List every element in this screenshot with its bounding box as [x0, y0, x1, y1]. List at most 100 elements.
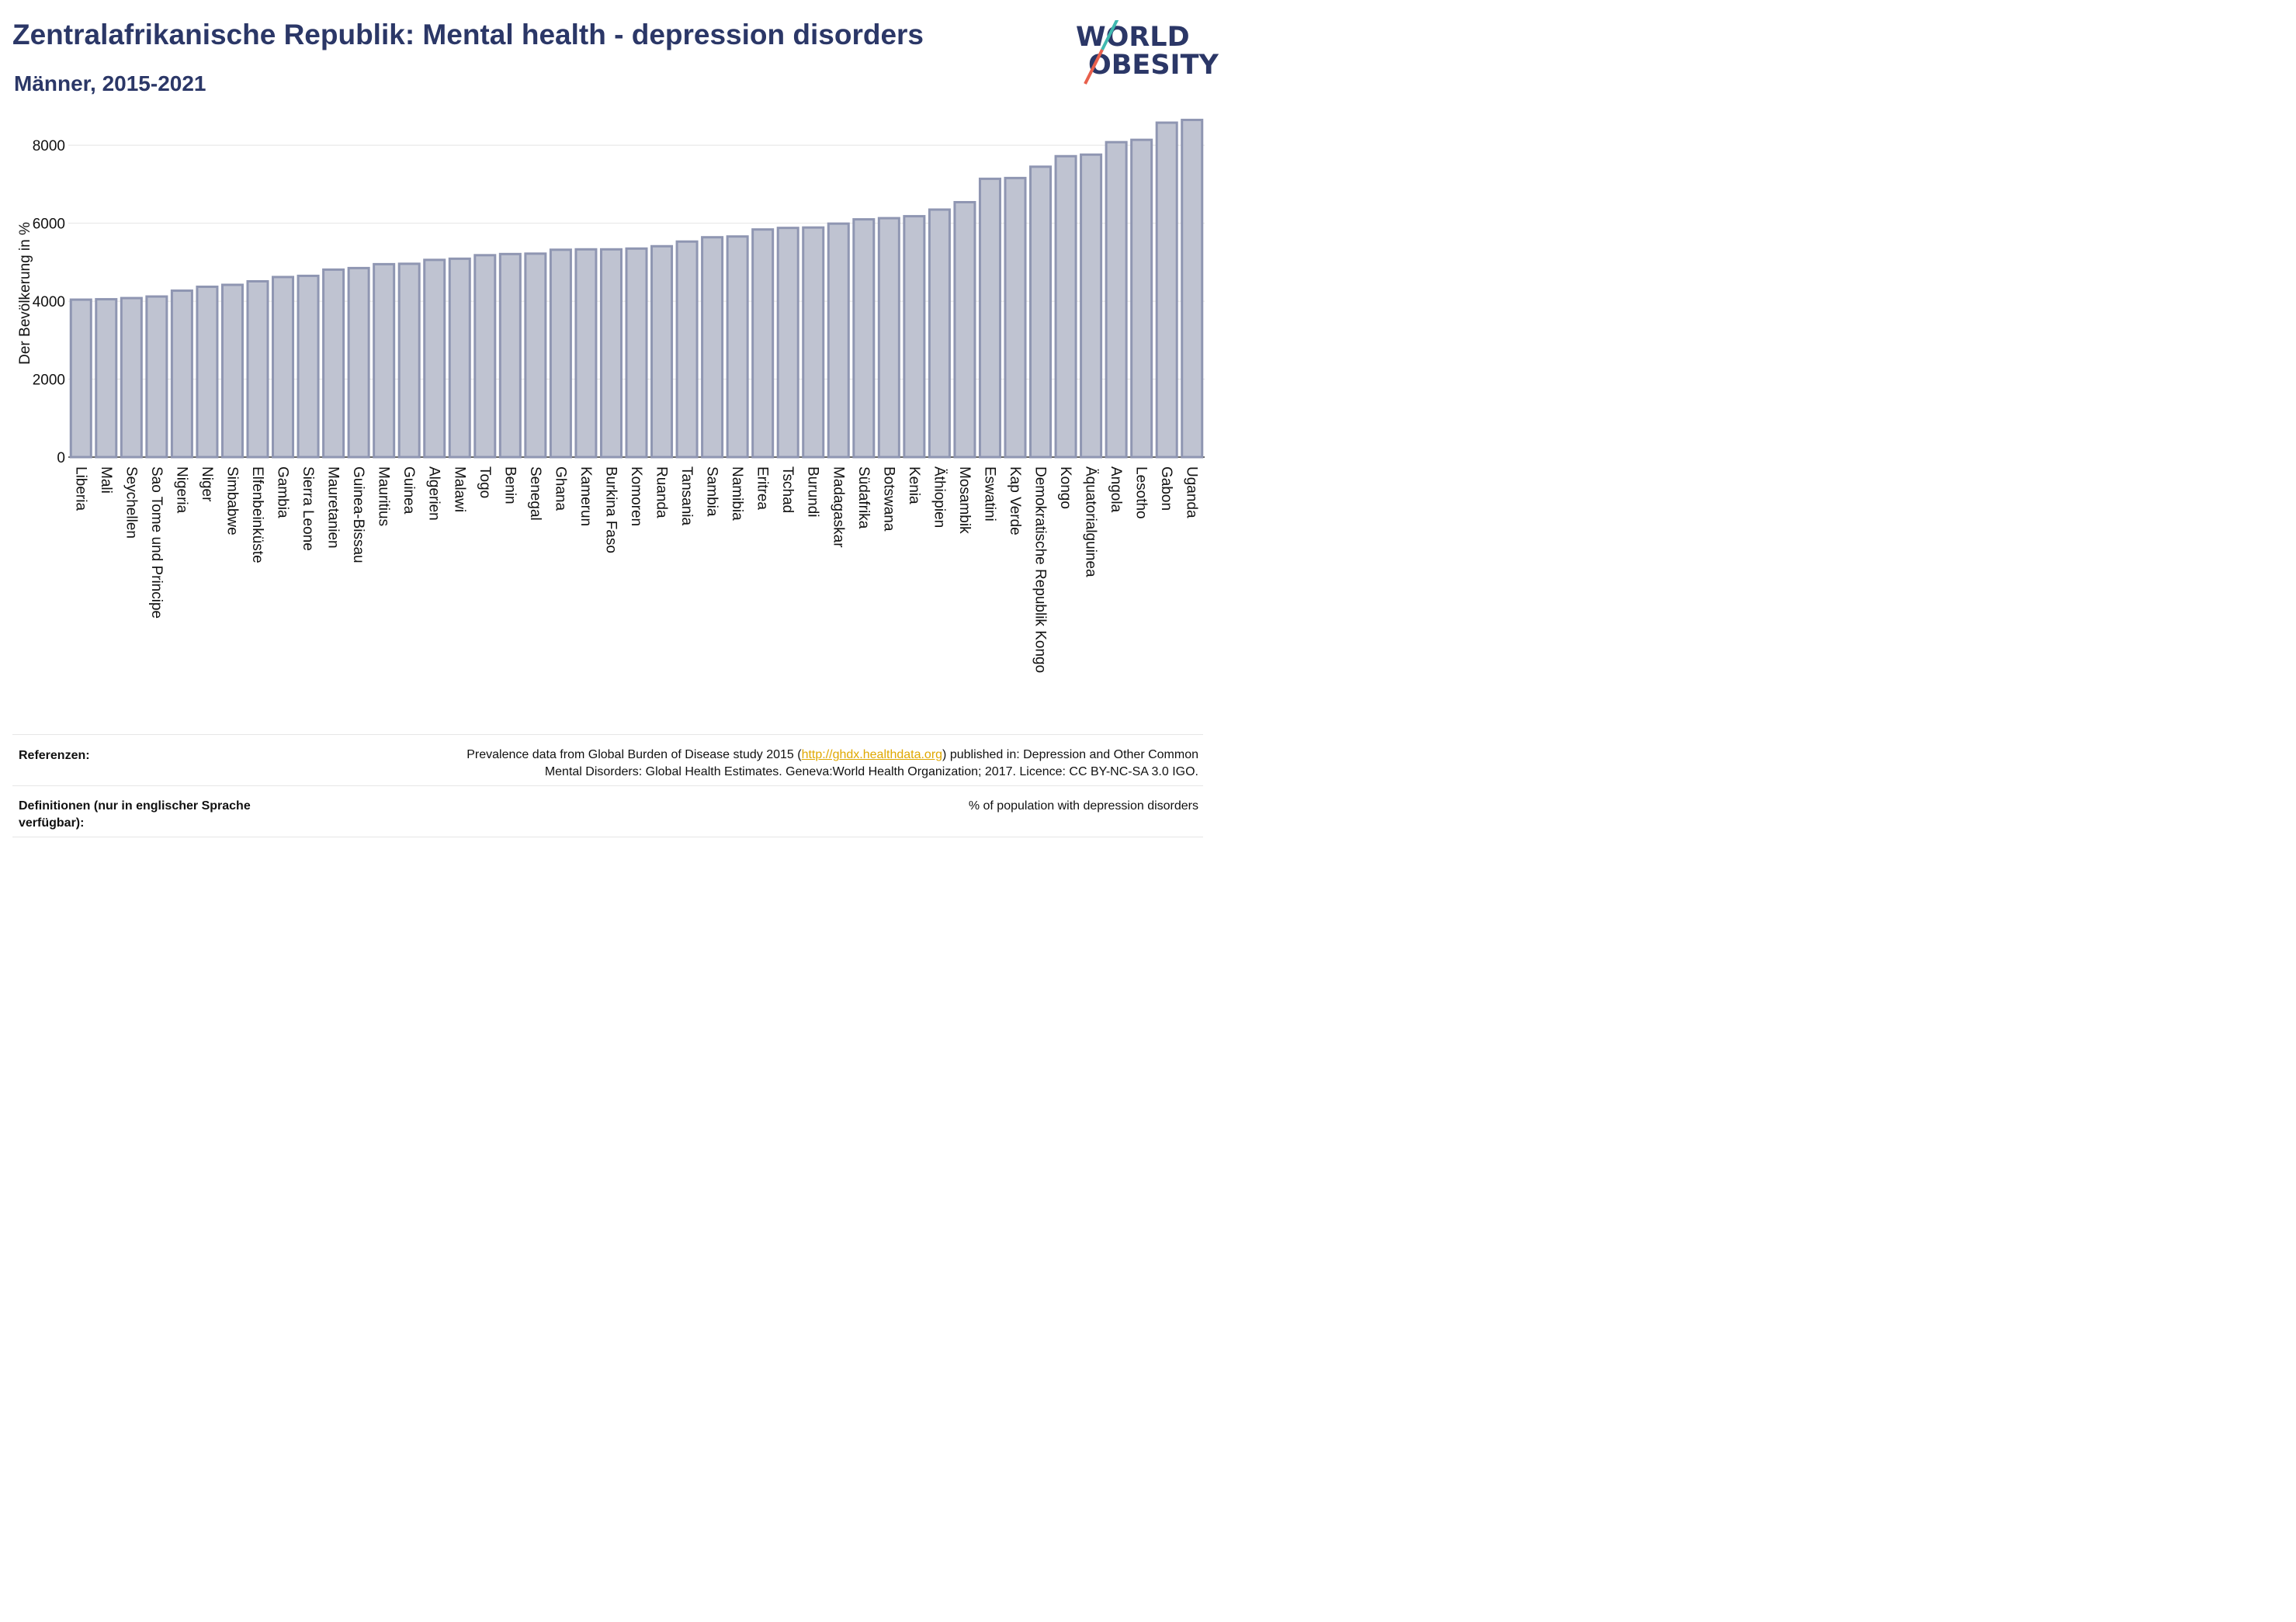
- bar[interactable]: [120, 296, 143, 459]
- bar[interactable]: [1130, 138, 1153, 459]
- bar[interactable]: [1105, 140, 1128, 459]
- x-tick-label: Mauretanien: [325, 466, 342, 549]
- x-tick-label: Namibia: [729, 466, 745, 521]
- y-tick-label: 2000: [33, 373, 65, 389]
- bar[interactable]: [903, 215, 926, 459]
- x-tick-label: Sierra Leone: [300, 466, 316, 551]
- bar[interactable]: [373, 262, 396, 459]
- bar[interactable]: [1029, 165, 1053, 459]
- bar[interactable]: [473, 254, 497, 459]
- bar[interactable]: [347, 266, 370, 459]
- x-tick-label: Togo: [477, 466, 493, 498]
- logo-line-1: WORLD: [1076, 22, 1190, 53]
- world-obesity-logo[interactable]: WORLD OBESITY: [1071, 20, 1219, 87]
- bar[interactable]: [877, 217, 900, 459]
- x-tick-label: Mauritius: [376, 466, 392, 526]
- bar[interactable]: [1054, 154, 1077, 459]
- bar[interactable]: [246, 279, 269, 459]
- x-tick-label: Eswatini: [981, 466, 997, 522]
- references-link[interactable]: http://ghdx.healthdata.org: [801, 748, 943, 761]
- y-tick-label: 6000: [33, 217, 65, 233]
- x-tick-label: Liberia: [72, 466, 88, 511]
- references-text: Prevalence data from Global Burden of Di…: [329, 747, 1198, 781]
- bar-chart: 0 2000 4000 6000 8000 Liberia Mali Seychellen S…: [17, 119, 1205, 673]
- definitions-row: Definitionen (nur in englischer Sprache …: [12, 785, 1203, 837]
- x-tick-label: Uganda: [1184, 466, 1200, 518]
- y-tick-label: 4000: [33, 294, 65, 310]
- bar[interactable]: [498, 252, 522, 459]
- bar[interactable]: [145, 295, 168, 459]
- x-tick-label: Lesotho: [1133, 466, 1150, 519]
- bar[interactable]: [701, 236, 724, 459]
- x-tick-label: Tschad: [779, 466, 796, 513]
- x-tick-label: Burundi: [805, 466, 821, 518]
- bar[interactable]: [852, 218, 876, 459]
- bar[interactable]: [928, 208, 951, 459]
- x-tick-label: Tansania: [678, 466, 695, 525]
- y-tick-label: 8000: [33, 138, 65, 154]
- bar[interactable]: [776, 227, 799, 459]
- bar[interactable]: [751, 228, 775, 459]
- bar-series: [69, 119, 1204, 459]
- x-tick-label: Eritrea: [754, 466, 771, 510]
- x-tick-label: Simbabwe: [224, 466, 240, 535]
- x-tick-label: Malawi: [451, 466, 467, 512]
- x-tick-label: Niger: [199, 466, 215, 502]
- references-label: Referenzen:: [19, 749, 90, 762]
- x-tick-label: Burkina Faso: [602, 466, 619, 553]
- bar[interactable]: [675, 240, 699, 459]
- bar[interactable]: [397, 262, 421, 459]
- x-tick-label: Guinea: [401, 466, 417, 515]
- bar[interactable]: [650, 244, 674, 459]
- bar[interactable]: [549, 248, 572, 459]
- x-tick-label: Südafrika: [855, 466, 872, 529]
- bar[interactable]: [625, 247, 648, 459]
- bar[interactable]: [1155, 121, 1178, 459]
- bar[interactable]: [196, 286, 219, 459]
- x-tick-label: Kamerun: [577, 466, 594, 526]
- bar[interactable]: [1004, 176, 1027, 459]
- x-tick-label: Gambia: [275, 466, 291, 518]
- bar[interactable]: [448, 257, 471, 459]
- bar[interactable]: [524, 252, 547, 459]
- x-tick-label: Ghana: [552, 466, 568, 511]
- bar[interactable]: [802, 226, 825, 459]
- bar[interactable]: [726, 235, 749, 459]
- chart-title: Zentralafrikanische Republik: Mental hea…: [12, 19, 924, 50]
- x-tick-label: Ruanda: [654, 466, 670, 518]
- bar[interactable]: [953, 201, 976, 459]
- x-tick-label: Kenia: [906, 466, 922, 504]
- definitions-label: Definitionen (nur in englischer Sprache …: [19, 799, 251, 830]
- x-tick-label: Nigeria: [173, 466, 189, 514]
- references-row: Referenzen: Prevalence data from Global …: [12, 734, 1203, 785]
- bar[interactable]: [1080, 153, 1103, 459]
- x-tick-label: Elfenbeinküste: [249, 466, 265, 563]
- bar[interactable]: [95, 298, 118, 459]
- chart-subtitle: Männer, 2015-2021: [14, 71, 206, 95]
- bar[interactable]: [1181, 119, 1204, 459]
- x-tick-label: Madagaskar: [830, 466, 846, 548]
- logo-slash-icon: [1084, 20, 1119, 85]
- y-tick-label: 0: [57, 450, 65, 466]
- y-axis-ticks: 0 2000 4000 6000 8000: [33, 138, 65, 466]
- bar[interactable]: [574, 248, 598, 459]
- bar[interactable]: [322, 268, 345, 459]
- bar[interactable]: [272, 276, 295, 459]
- x-tick-label: Algerien: [426, 466, 442, 521]
- references-text-pre: Prevalence data from Global Burden of Di…: [466, 748, 802, 761]
- x-tick-label: Kongo: [1057, 466, 1073, 509]
- bar[interactable]: [827, 222, 850, 459]
- x-tick-label: Sambia: [704, 466, 720, 517]
- bar[interactable]: [297, 274, 320, 459]
- x-tick-label: Botswana: [880, 466, 897, 532]
- bar[interactable]: [599, 248, 623, 459]
- references-text-post: ) published in: Depression and Other Com…: [942, 748, 1198, 761]
- bar[interactable]: [423, 258, 446, 459]
- x-tick-label: Angola: [1108, 466, 1124, 513]
- bar[interactable]: [220, 283, 244, 459]
- bar[interactable]: [170, 289, 193, 459]
- x-tick-label: Senegal: [527, 466, 543, 521]
- bar[interactable]: [978, 177, 1001, 459]
- x-tick-label: Sao Tome und Principe: [148, 466, 165, 619]
- bar[interactable]: [69, 298, 92, 459]
